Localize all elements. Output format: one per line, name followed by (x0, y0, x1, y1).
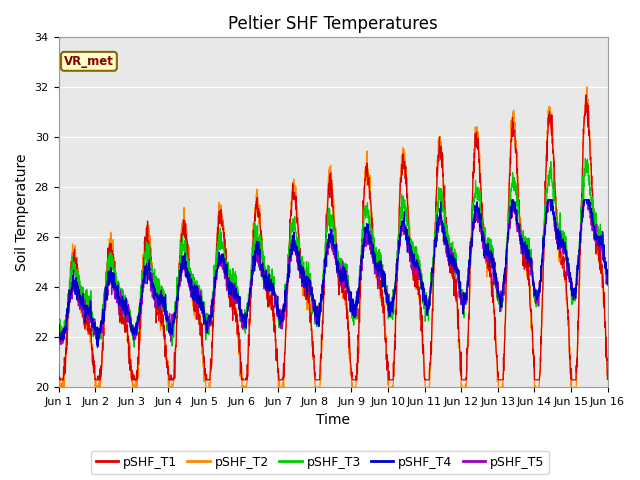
pSHF_T2 (571, 384, 579, 390)
pSHF_T4 (94, 343, 102, 349)
pSHF_T4 (208, 304, 216, 310)
Legend: pSHF_T1, pSHF_T2, pSHF_T3, pSHF_T4, pSHF_T5: pSHF_T1, pSHF_T2, pSHF_T3, pSHF_T4, pSHF… (91, 451, 549, 474)
pSHF_T1 (556, 238, 563, 243)
pSHF_T3 (56, 347, 63, 353)
pSHF_T2 (56, 384, 64, 390)
pSHF_T5 (93, 345, 101, 350)
pSHF_T2 (361, 168, 369, 174)
pSHF_T1 (349, 377, 357, 383)
pSHF_T4 (349, 304, 357, 310)
pSHF_T5 (604, 278, 611, 284)
pSHF_T3 (54, 332, 62, 337)
pSHF_T5 (556, 240, 563, 246)
pSHF_T3 (582, 156, 589, 161)
pSHF_T3 (349, 308, 357, 313)
pSHF_T5 (571, 287, 579, 292)
pSHF_T4 (571, 292, 579, 298)
X-axis label: Time: Time (316, 413, 350, 427)
pSHF_T4 (508, 197, 516, 203)
Y-axis label: Soil Temperature: Soil Temperature (15, 154, 29, 271)
pSHF_T1 (56, 377, 63, 383)
Line: pSHF_T4: pSHF_T4 (58, 200, 607, 346)
Line: pSHF_T3: pSHF_T3 (58, 158, 607, 350)
pSHF_T3 (556, 229, 563, 235)
pSHF_T3 (604, 283, 611, 288)
Line: pSHF_T2: pSHF_T2 (58, 87, 607, 387)
pSHF_T2 (604, 368, 611, 374)
pSHF_T2 (556, 247, 563, 253)
pSHF_T5 (54, 335, 62, 340)
pSHF_T2 (208, 350, 216, 356)
pSHF_T1 (582, 92, 590, 97)
Text: VR_met: VR_met (64, 55, 114, 68)
pSHF_T4 (604, 281, 611, 287)
pSHF_T4 (493, 275, 500, 280)
pSHF_T1 (604, 376, 611, 382)
pSHF_T1 (571, 377, 579, 383)
pSHF_T5 (493, 287, 500, 293)
Line: pSHF_T1: pSHF_T1 (58, 95, 607, 380)
pSHF_T3 (208, 313, 216, 319)
pSHF_T1 (361, 179, 369, 184)
pSHF_T5 (208, 307, 216, 312)
pSHF_T1 (54, 360, 62, 366)
pSHF_T1 (493, 354, 500, 360)
pSHF_T3 (493, 295, 500, 301)
pSHF_T5 (545, 197, 552, 203)
pSHF_T5 (349, 307, 357, 312)
pSHF_T2 (54, 370, 62, 376)
Title: Peltier SHF Temperatures: Peltier SHF Temperatures (228, 15, 438, 33)
Line: pSHF_T5: pSHF_T5 (58, 200, 607, 348)
pSHF_T4 (556, 235, 563, 241)
pSHF_T4 (54, 327, 62, 333)
pSHF_T2 (493, 356, 500, 361)
pSHF_T3 (361, 213, 369, 218)
pSHF_T4 (361, 225, 369, 230)
pSHF_T5 (361, 239, 369, 244)
pSHF_T1 (208, 359, 216, 364)
pSHF_T2 (583, 84, 591, 90)
pSHF_T2 (349, 384, 357, 390)
pSHF_T3 (571, 297, 579, 303)
